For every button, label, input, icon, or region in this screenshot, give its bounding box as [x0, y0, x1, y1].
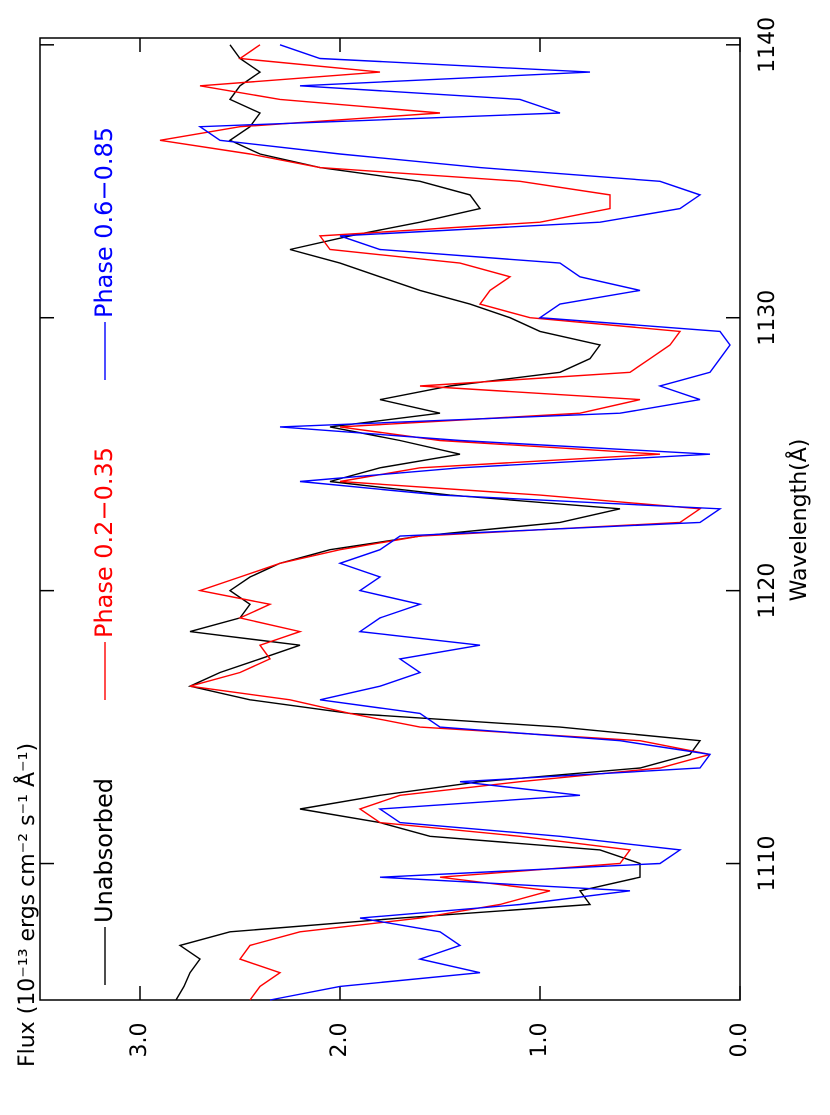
y-tick-label: 2.0: [327, 1023, 352, 1058]
spectrum-line: [197, 44, 731, 1001]
x-tick-label: 1130: [755, 290, 780, 346]
legend-label: Unabsorbed: [90, 778, 118, 923]
spectrum-line: [175, 44, 702, 1001]
y-tick-label: 1.0: [527, 1023, 552, 1058]
y-axis-label: Flux (10⁻¹³ ergs cm⁻² s⁻¹ Å⁻¹): [13, 743, 40, 1067]
legend-label: Phase 0.2−0.35: [90, 447, 118, 638]
plot-frame: [39, 37, 741, 1001]
x-tick-label: 1140: [755, 17, 780, 73]
x-tick-label: 1110: [755, 836, 780, 892]
x-tick-label: 1120: [755, 563, 780, 619]
x-axis-label: Wavelength(Å): [785, 439, 812, 602]
legend-label: Phase 0.6−0.85: [90, 127, 118, 318]
y-tick-label: 3.0: [127, 1023, 152, 1058]
spectrum-line: [159, 44, 711, 1001]
y-tick-label: 0.0: [727, 1023, 752, 1058]
